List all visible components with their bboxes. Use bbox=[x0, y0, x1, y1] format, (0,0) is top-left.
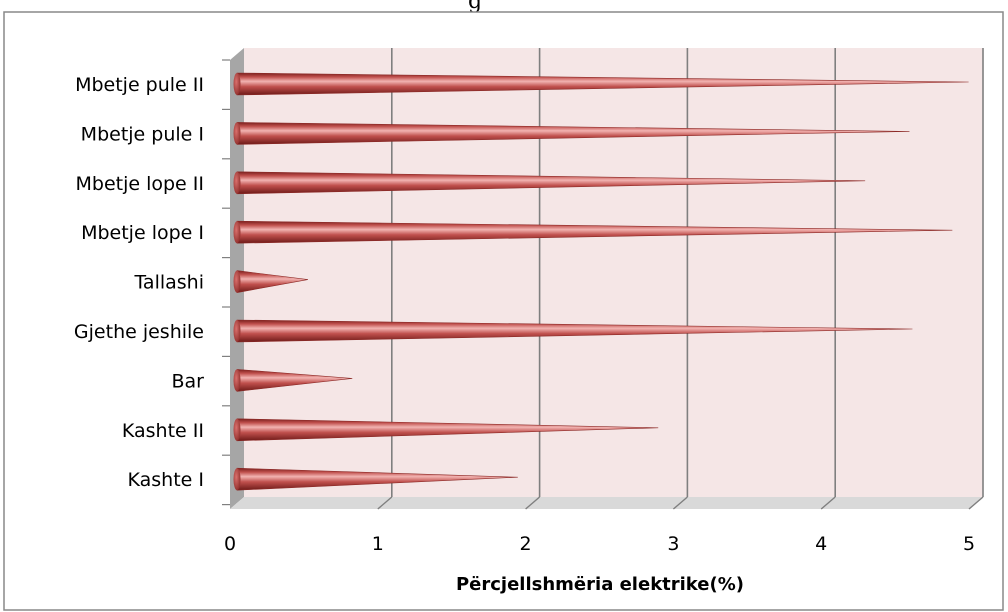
cone-base-cap bbox=[233, 221, 241, 244]
cone-base-cap bbox=[233, 468, 241, 491]
floor-gridline bbox=[377, 496, 393, 510]
cone-base-cap bbox=[233, 320, 241, 342]
category-label: Mbetje pule II bbox=[75, 74, 204, 96]
category-label: Kashte I bbox=[128, 469, 205, 491]
category-label: Gjethe jeshile bbox=[74, 321, 204, 343]
cone-base-cap bbox=[233, 171, 241, 194]
x-tick-label: 4 bbox=[815, 533, 827, 555]
cone-base-cap bbox=[233, 73, 241, 95]
category-label: Mbetje pule I bbox=[81, 123, 204, 145]
category-label: Kashte II bbox=[122, 420, 204, 442]
floor-gridline bbox=[820, 496, 836, 510]
plot-back-wall bbox=[244, 48, 983, 497]
floor-gridline bbox=[672, 496, 688, 510]
category-label: Bar bbox=[172, 370, 205, 392]
cone-bars bbox=[233, 72, 969, 491]
x-tick-label: 0 bbox=[224, 533, 236, 555]
x-tick-label: 2 bbox=[520, 533, 532, 555]
x-tick-label: 3 bbox=[667, 533, 679, 555]
axis-tick-marks bbox=[222, 59, 230, 506]
floor-gridline bbox=[968, 496, 984, 510]
category-label: Mbetje lope I bbox=[81, 222, 204, 244]
x-axis-title: Përcjellshmëria elektrike(%) bbox=[456, 574, 744, 595]
x-tick-labels: 0 1 2 3 4 5 bbox=[224, 533, 975, 555]
cone-base-cap bbox=[233, 122, 241, 145]
category-label: Mbetje lope II bbox=[75, 173, 204, 195]
plot-floor bbox=[230, 497, 983, 509]
x-tick-label: 1 bbox=[372, 533, 384, 555]
chart-title-fragment: g bbox=[468, 0, 482, 14]
floor-gridline bbox=[525, 496, 541, 510]
cone-base-cap bbox=[233, 270, 241, 293]
x-tick-label: 5 bbox=[963, 533, 975, 555]
cone-base-cap bbox=[233, 418, 241, 441]
category-labels: Kashte I Kashte II Bar Gjethe jeshile Tallas… bbox=[74, 74, 204, 491]
cone-base-cap bbox=[233, 369, 241, 392]
category-label: Tallashi bbox=[133, 272, 204, 294]
